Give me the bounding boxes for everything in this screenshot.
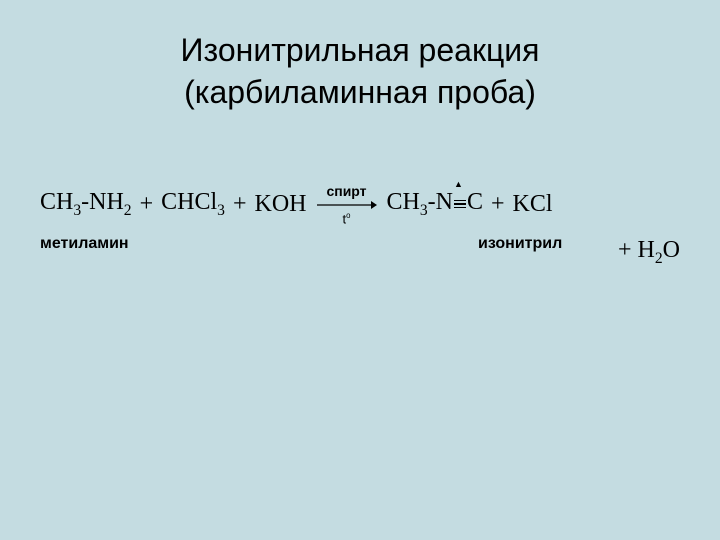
triple-bond-icon: ▲ bbox=[453, 189, 467, 216]
slide: Изонитрильная реакция (карбиламинная про… bbox=[0, 0, 720, 540]
arrow-icon bbox=[317, 199, 377, 211]
labels-row: метиламин изонитрил + H2O bbox=[40, 235, 680, 265]
plus-sign: + bbox=[233, 191, 247, 218]
title-line2: (карбиламинная проба) bbox=[184, 74, 536, 110]
product-water: + H2O bbox=[618, 237, 680, 268]
plus-sign: + bbox=[491, 191, 505, 218]
title-line1: Изонитрильная реакция bbox=[181, 32, 540, 68]
arrow-condition-top: спирт bbox=[326, 183, 366, 199]
slide-title: Изонитрильная реакция (карбиламинная про… bbox=[40, 30, 680, 113]
label-isonitrile: изонитрил bbox=[478, 235, 562, 253]
product-kcl: KCl bbox=[513, 191, 553, 218]
reactant-chloroform: CHCl3 bbox=[161, 189, 225, 220]
equation-line: CH3-NH2 + CHCl3 + KOH спирт to CH3-N▲C bbox=[40, 183, 680, 226]
plus-sign: + bbox=[140, 191, 154, 218]
reaction-arrow: спирт to bbox=[317, 183, 377, 226]
equation-area: CH3-NH2 + CHCl3 + KOH спирт to CH3-N▲C bbox=[40, 183, 680, 264]
arrow-condition-bottom: to bbox=[343, 211, 351, 226]
reactant-koh: KOH bbox=[255, 191, 307, 218]
product-isonitrile: CH3-N▲C bbox=[387, 189, 483, 220]
reactant-methylamine: CH3-NH2 bbox=[40, 189, 132, 220]
label-methylamine: метиламин bbox=[40, 235, 129, 253]
